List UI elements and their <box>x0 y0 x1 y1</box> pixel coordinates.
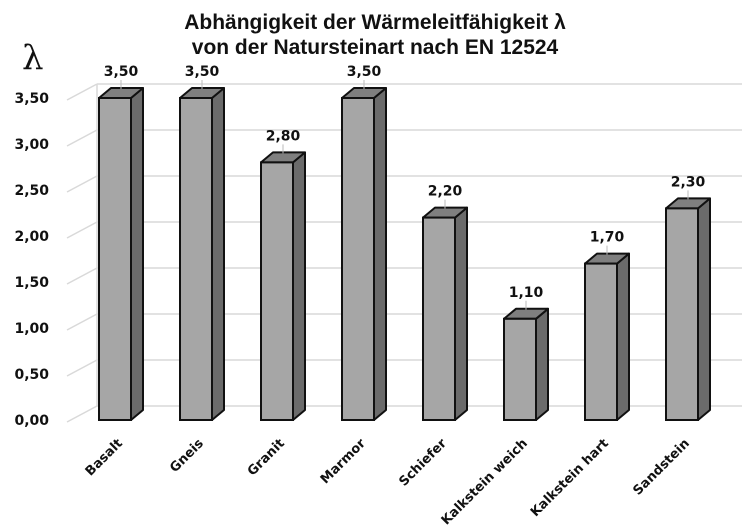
x-tick-label: Sandstein <box>630 436 692 498</box>
y-tick-label: 1,00 <box>14 321 49 337</box>
x-tick-label: Kalkstein hart <box>528 436 612 520</box>
y-tick-label: 0,50 <box>14 367 49 383</box>
bar-granit: 2,80 <box>260 128 306 421</box>
data-label: 2,80 <box>266 128 301 144</box>
gridline-connector <box>66 405 98 423</box>
gridline-connector <box>66 267 98 285</box>
x-tick-label: Schiefer <box>396 436 450 490</box>
gridline-connector <box>66 221 98 239</box>
bar-kalkstein-hart: 1,70 <box>584 230 630 421</box>
x-tick-label: Granit <box>245 436 288 479</box>
bar-kalkstein-weich: 1,10 <box>503 285 549 421</box>
gridline-connector <box>66 359 98 377</box>
bar-marmor: 3,50 <box>341 64 387 421</box>
y-tick-label: 2,00 <box>14 229 49 245</box>
y-tick-label: 2,50 <box>14 183 49 199</box>
bar-gneis: 3,50 <box>179 64 225 421</box>
gridlines <box>66 83 742 423</box>
chart-title-line-2: von der Natursteinart nach EN 12524 <box>191 36 559 59</box>
bar-basalt: 3,50 <box>98 64 144 421</box>
data-label: 1,70 <box>590 230 625 246</box>
bar-schiefer: 2,20 <box>422 184 468 421</box>
x-tick-label: Basalt <box>83 436 126 479</box>
y-tick-label: 0,00 <box>14 413 49 429</box>
data-label: 2,30 <box>671 174 706 190</box>
data-label: 2,20 <box>428 184 463 200</box>
x-axis: Basalt Gneis Granit Marmor SchieferKalkstein… <box>83 436 693 528</box>
gridline-connector <box>66 313 98 331</box>
y-axis: 0,00 0,50 1,00 1,50 2,00 2,50 3,00 3,50 <box>14 91 49 429</box>
data-label: 3,50 <box>185 64 220 80</box>
bars: 3,50 3,50 2,80 3,50 2,20 1,10 1,70 2,30 <box>98 64 711 421</box>
bar-sandstein: 2,30 <box>665 174 711 421</box>
gridline-connector <box>66 129 98 147</box>
y-tick-label: 3,00 <box>14 137 49 153</box>
gridline-connector <box>66 175 98 193</box>
y-tick-label: 3,50 <box>14 91 49 107</box>
x-tick-label: Marmor <box>318 436 369 487</box>
y-tick-label: 1,50 <box>14 275 49 291</box>
x-tick-label: Gneis <box>167 436 207 476</box>
gridline-connector <box>66 83 98 101</box>
data-label: 3,50 <box>104 64 139 80</box>
data-label: 1,10 <box>509 285 544 301</box>
data-label: 3,50 <box>347 64 382 80</box>
x-tick-label: Kalkstein weich <box>439 436 531 528</box>
chart-title: Abhängigkeit der Wärmeleitfähigkeit λ vo… <box>0 10 750 60</box>
y-axis-label: λ <box>22 38 44 78</box>
chart-title-line-1: Abhängigkeit der Wärmeleitfähigkeit λ <box>184 11 566 34</box>
